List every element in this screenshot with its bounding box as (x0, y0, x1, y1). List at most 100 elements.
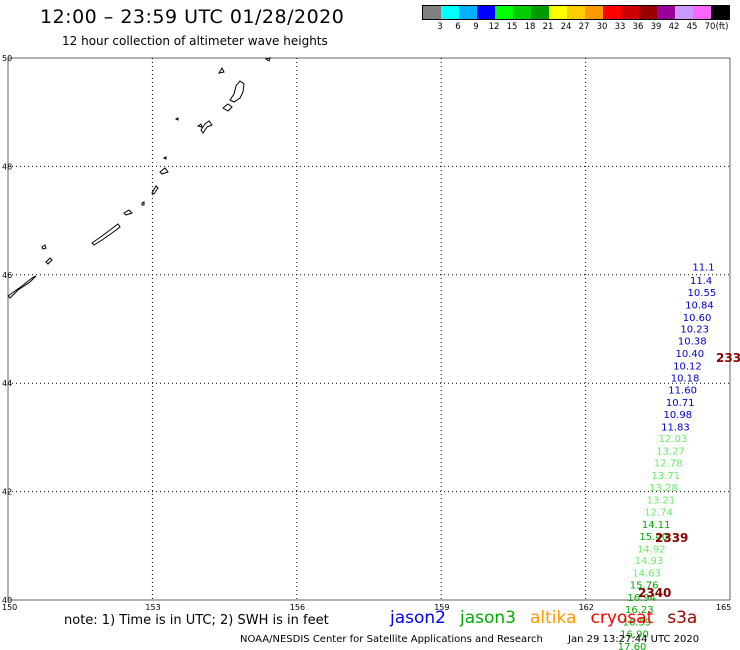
wave-height-value: 14.11 (642, 520, 671, 531)
satellite-altika: altika (530, 608, 577, 628)
legend-label: 45 (686, 22, 698, 32)
island-outline (217, 66, 225, 74)
island-outline (200, 120, 213, 134)
wave-height-value: 10.40 (676, 349, 705, 360)
island-outline (229, 80, 245, 103)
satellite-legend: jason2 jason3 altika cryosat s3a (390, 608, 711, 628)
legend-swatch (639, 6, 657, 19)
island-outline (174, 117, 179, 121)
island-outline (162, 156, 167, 160)
legend-swatch (585, 6, 603, 19)
wave-height-value: 17.60 (618, 642, 647, 650)
legend-label: 12 (488, 22, 500, 32)
wave-height-value: 10.71 (666, 398, 695, 409)
island-outline (7, 275, 37, 299)
wave-height-value: 10.38 (678, 337, 707, 348)
wave-height-value: 10.98 (663, 410, 692, 421)
wave-height-value: 15.76 (630, 581, 659, 592)
wave-height-value: 10.23 (680, 325, 709, 336)
pass-time-label: 2340 (638, 586, 671, 600)
legend-swatch (441, 6, 459, 19)
pass-time-label: 2339 (655, 531, 688, 545)
wave-height-value: 10.84 (685, 300, 714, 311)
legend-label: 3 (437, 22, 443, 32)
wave-height-value: 16.94 (627, 593, 656, 604)
legend-swatch (495, 6, 513, 19)
satellite-jason2: jason2 (390, 608, 446, 628)
wave-height-value: 11.1 (692, 262, 714, 273)
wave-height-value: 16.59 (623, 617, 652, 628)
lon-label: 159 (434, 603, 449, 612)
legend-swatch (621, 6, 639, 19)
wave-height-value: 13.21 (647, 495, 676, 506)
island-outline (123, 209, 133, 216)
lat-label: 44 (2, 379, 12, 388)
legend-swatch (693, 6, 711, 19)
satellite-cryosat: cryosat (590, 608, 654, 628)
wave-height-value: 14.92 (637, 544, 666, 555)
island-outline (45, 257, 53, 265)
wave-height-value: 16.23 (625, 605, 654, 616)
legend-label: 27 (578, 22, 590, 32)
page-title: 12:00 – 23:59 UTC 01/28/2020 (40, 6, 345, 28)
legend-labels: (ft) 3 6 9 12 15 18 21 24 27 30 33 36 39 42 45 70 (422, 20, 740, 34)
legend-label: 33 (614, 22, 626, 32)
lat-label: 40 (2, 596, 12, 605)
wave-height-value: 16.90 (620, 629, 649, 640)
legend-swatch (423, 6, 441, 19)
wave-height-value: 10.60 (683, 313, 712, 324)
wave-height-value: 11.4 (690, 276, 712, 287)
legend-label: 36 (632, 22, 644, 32)
color-legend: (ft) 3 6 9 12 15 18 21 24 27 30 33 36 39 42 45 70 (422, 5, 740, 34)
legend-swatch (657, 6, 675, 19)
wave-height-value: 10.55 (688, 288, 717, 299)
lon-label: 150 (2, 603, 17, 612)
lon-label: 156 (290, 603, 305, 612)
legend-label: 18 (524, 22, 536, 32)
legend-label: 21 (542, 22, 554, 32)
lat-label: 42 (2, 488, 12, 497)
timestamp: Jan 29 13:27:44 UTC 2020 (568, 634, 700, 645)
wave-height-value: 15.40 (639, 532, 668, 543)
footer-note: note: 1) Time is in UTC; 2) SWH is in fe… (64, 613, 329, 628)
legend-label: 30 (596, 22, 608, 32)
island-outline (264, 57, 271, 62)
legend-swatch (567, 6, 585, 19)
legend-label: 24 (560, 22, 572, 32)
satellite-s3a: s3a (667, 608, 698, 628)
legend-label: 39 (650, 22, 662, 32)
legend-swatch (549, 6, 567, 19)
pass-time-label: 2339 (716, 351, 740, 365)
wave-height-value: 10.12 (673, 362, 702, 373)
wave-height-value: 14.93 (635, 556, 664, 567)
lat-label: 46 (2, 271, 12, 280)
map-border (7, 57, 731, 601)
lon-label: 162 (579, 603, 594, 612)
legend-color-bar (422, 5, 730, 20)
legend-label: 9 (473, 22, 479, 32)
lat-label: 50 (2, 54, 12, 63)
wave-height-value: 10.18 (671, 374, 700, 385)
wave-height-value: 13.27 (656, 447, 685, 458)
page-subtitle: 12 hour collection of altimeter wave hei… (62, 34, 328, 48)
legend-unit: (ft) (715, 22, 729, 32)
footer-credit: NOAA/NESDIS Center for Satellite Applica… (240, 634, 699, 645)
wave-height-value: 12.03 (659, 434, 688, 445)
lon-label: 165 (716, 603, 731, 612)
island-outline (151, 185, 159, 195)
legend-label: 6 (455, 22, 461, 32)
island-outline (222, 103, 233, 112)
island-outline (196, 123, 203, 128)
legend-label: 42 (668, 22, 680, 32)
island-outline (141, 201, 145, 206)
legend-swatch (711, 6, 729, 19)
wave-height-value: 12.78 (654, 459, 683, 470)
island-outline (91, 223, 121, 246)
legend-label: 15 (506, 22, 518, 32)
legend-swatch (477, 6, 495, 19)
lat-label: 48 (2, 162, 12, 171)
wave-height-value: 14.63 (632, 569, 661, 580)
satellite-jason3: jason3 (460, 608, 516, 628)
island-outline (41, 244, 47, 250)
